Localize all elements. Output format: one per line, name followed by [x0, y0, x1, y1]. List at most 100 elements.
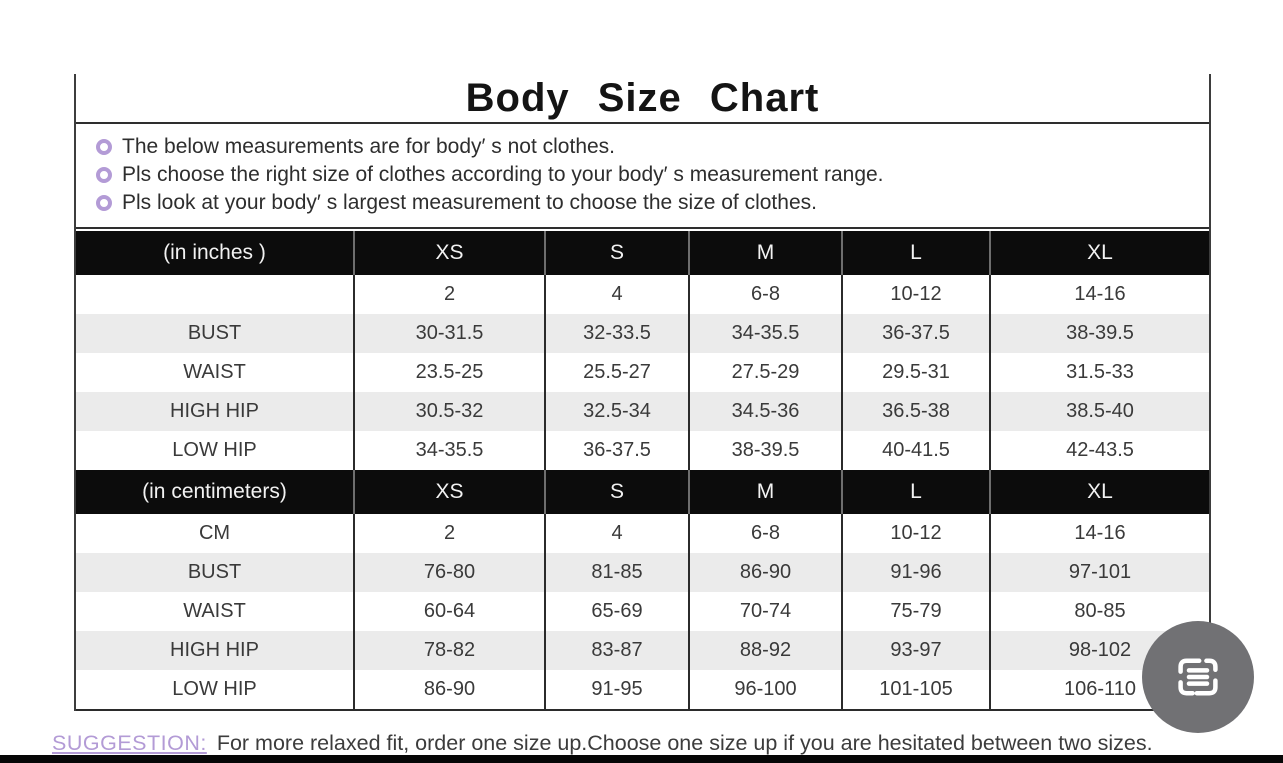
value-cell: 38.5-40: [989, 392, 1209, 431]
header-cell: M: [688, 470, 842, 514]
value-cell: 34-35.5: [353, 431, 545, 470]
header-cell: XL: [989, 231, 1209, 275]
header-cell: S: [544, 231, 689, 275]
value-cell: 65-69: [544, 592, 689, 631]
value-cell: 78-82: [353, 631, 545, 670]
value-cell: 4: [544, 514, 689, 553]
header-cell: M: [688, 231, 842, 275]
value-cell: 2: [353, 275, 545, 314]
value-cell: 6-8: [688, 275, 842, 314]
value-cell: 14-16: [989, 275, 1209, 314]
bullet-ring-icon: [96, 195, 112, 211]
table-row: HIGH HIP 30.5-32 32.5-34 34.5-36 36.5-38 38.5…: [76, 392, 1209, 431]
value-cell: 38-39.5: [688, 431, 842, 470]
value-cell: 36-37.5: [544, 431, 689, 470]
table-row: BUST 30-31.5 32-33.5 34-35.5 36-37.5 38-39.5: [76, 314, 1209, 353]
value-cell: 6-8: [688, 514, 842, 553]
value-cell: 86-90: [353, 670, 545, 711]
value-cell: 36-37.5: [841, 314, 990, 353]
value-cell: 96-100: [688, 670, 842, 711]
note-item: Pls look at your body′ s largest measure…: [92, 189, 1199, 217]
header-cell: (in centimeters): [76, 470, 354, 514]
value-cell: 10-12: [841, 514, 990, 553]
note-text: Pls choose the right size of clothes acc…: [122, 163, 884, 186]
row-label-cell: WAIST: [183, 361, 246, 383]
note-item: Pls choose the right size of clothes acc…: [92, 161, 1199, 189]
value-cell: 30-31.5: [353, 314, 545, 353]
row-label-cell: LOW HIP: [172, 439, 257, 461]
table-header-row: (in inches ) XS S M L XL: [76, 231, 1209, 275]
header-cell: XS: [353, 470, 545, 514]
value-cell: 93-97: [841, 631, 990, 670]
header-cell: XL: [989, 470, 1209, 514]
value-cell: 42-43.5: [989, 431, 1209, 470]
value-cell: 32-33.5: [544, 314, 689, 353]
value-cell: 23.5-25: [353, 353, 545, 392]
value-cell: 83-87: [544, 631, 689, 670]
bullet-ring-icon: [96, 167, 112, 183]
value-cell: 60-64: [353, 592, 545, 631]
size-chart-sheet: Body Size Chart The below measurements a…: [74, 74, 1211, 711]
table-row: WAIST 60-64 65-69 70-74 75-79 80-85: [76, 592, 1209, 631]
value-cell: 38-39.5: [989, 314, 1209, 353]
value-cell: 81-85: [544, 553, 689, 592]
suggestion-text: For more relaxed fit, order one size up.…: [216, 731, 1153, 755]
value-cell: 91-95: [544, 670, 689, 711]
value-cell: 101-105: [841, 670, 990, 711]
value-cell: 88-92: [688, 631, 842, 670]
live-text-button[interactable]: [1142, 621, 1254, 733]
value-cell: 97-101: [989, 553, 1209, 592]
suggestion-line: SUGGESTION: For more relaxed fit, order o…: [52, 731, 1153, 756]
value-cell: 34-35.5: [688, 314, 842, 353]
table-row: CM 2 4 6-8 10-12 14-16: [76, 514, 1209, 553]
page-title: Body Size Chart: [465, 76, 820, 120]
value-cell: 10-12: [841, 275, 990, 314]
live-text-scan-icon: [1178, 658, 1218, 696]
value-cell: 2: [353, 514, 545, 553]
title-block: Body Size Chart: [76, 74, 1209, 124]
header-cell: XS: [353, 231, 545, 275]
header-cell: (in inches ): [76, 231, 354, 275]
suggestion-label: SUGGESTION:: [52, 731, 207, 755]
row-label-cell: BUST: [76, 314, 354, 353]
table-row: LOW HIP 86-90 91-95 96-100 101-105 106-110: [76, 670, 1209, 711]
value-cell: 36.5-38: [841, 392, 990, 431]
bottom-black-bar: [0, 755, 1283, 763]
table-row: LOW HIP 34-35.5 36-37.5 38-39.5 40-41.5 42-43…: [76, 431, 1209, 470]
note-text: Pls look at your body′ s largest measure…: [122, 191, 817, 214]
row-label-cell: [76, 275, 354, 314]
note-item: The below measurements are for body′ s n…: [92, 133, 1199, 161]
table-header-row: (in centimeters) XS S M L XL: [76, 470, 1209, 514]
value-cell: 34.5-36: [688, 392, 842, 431]
value-cell: 70-74: [688, 592, 842, 631]
value-cell: 29.5-31: [841, 353, 990, 392]
value-cell: 31.5-33: [989, 353, 1209, 392]
header-cell: L: [841, 470, 990, 514]
bullet-ring-icon: [96, 139, 112, 155]
row-label-cell: HIGH HIP: [76, 392, 354, 431]
value-cell: 32.5-34: [544, 392, 689, 431]
header-cell: L: [841, 231, 990, 275]
table-row: WAIST 23.5-25 25.5-27 27.5-29 29.5-31 31.5-33: [76, 353, 1209, 392]
row-label-cell: HIGH HIP: [76, 631, 354, 670]
value-cell: 30.5-32: [353, 392, 545, 431]
value-cell: 76-80: [353, 553, 545, 592]
row-label-cell: BUST: [76, 553, 354, 592]
table-row: 2 4 6-8 10-12 14-16: [76, 275, 1209, 314]
value-cell: 80-85: [989, 592, 1209, 631]
value-cell: 14-16: [989, 514, 1209, 553]
header-cell: S: [544, 470, 689, 514]
body-size-table: (in inches ) XS S M L XL 2 4 6-8 10-12 14-16 BUST 30…: [76, 231, 1209, 711]
note-text: The below measurements are for body′ s n…: [122, 135, 616, 158]
table-row: HIGH HIP 78-82 83-87 88-92 93-97 98-102: [76, 631, 1209, 670]
value-cell: 40-41.5: [841, 431, 990, 470]
row-label-cell: WAIST: [183, 600, 246, 622]
table-row: BUST 76-80 81-85 86-90 91-96 97-101: [76, 553, 1209, 592]
value-cell: 86-90: [688, 553, 842, 592]
value-cell: 27.5-29: [688, 353, 842, 392]
notes-list: The below measurements are for body′ s n…: [76, 124, 1209, 229]
value-cell: 4: [544, 275, 689, 314]
row-label-cell: LOW HIP: [76, 670, 354, 711]
value-cell: 75-79: [841, 592, 990, 631]
row-label-cell: CM: [198, 522, 231, 544]
